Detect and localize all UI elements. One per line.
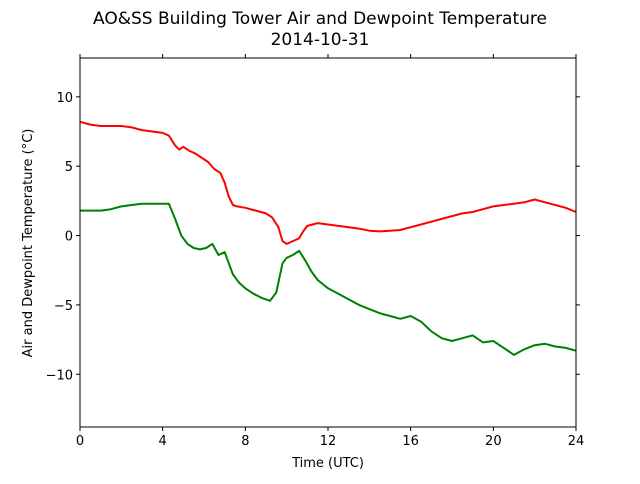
series-line-2 xyxy=(80,202,577,356)
y-tick-label: −5 xyxy=(54,299,73,314)
series-line-1 xyxy=(79,120,577,245)
x-axis-label: Time (UTC) xyxy=(291,456,364,471)
x-tick-label: 20 xyxy=(485,434,502,449)
y-tick-label: −10 xyxy=(46,368,73,383)
x-tick-label: 8 xyxy=(241,434,249,449)
y-tick-label: 10 xyxy=(56,91,73,106)
tick-layer: 0 4 8 12 16 20 24 −10 −5 0 5 10 xyxy=(46,54,585,449)
chart-title: AO&SS Building Tower Air and Dewpoint Te… xyxy=(93,9,547,29)
chart-subtitle: 2014-10-31 xyxy=(271,30,370,50)
x-tick-label: 4 xyxy=(159,434,167,449)
x-tick-label: 24 xyxy=(568,434,585,449)
x-tick-label: 12 xyxy=(320,434,337,449)
series-layer xyxy=(79,120,577,356)
plot-frame xyxy=(79,57,577,428)
y-axis-label: Air and Dewpoint Temperature (°C) xyxy=(21,129,36,358)
y-tick-label: 5 xyxy=(65,160,73,175)
x-tick-label: 16 xyxy=(402,434,419,449)
y-tick-label: 0 xyxy=(65,230,73,245)
x-tick-label: 0 xyxy=(76,434,84,449)
